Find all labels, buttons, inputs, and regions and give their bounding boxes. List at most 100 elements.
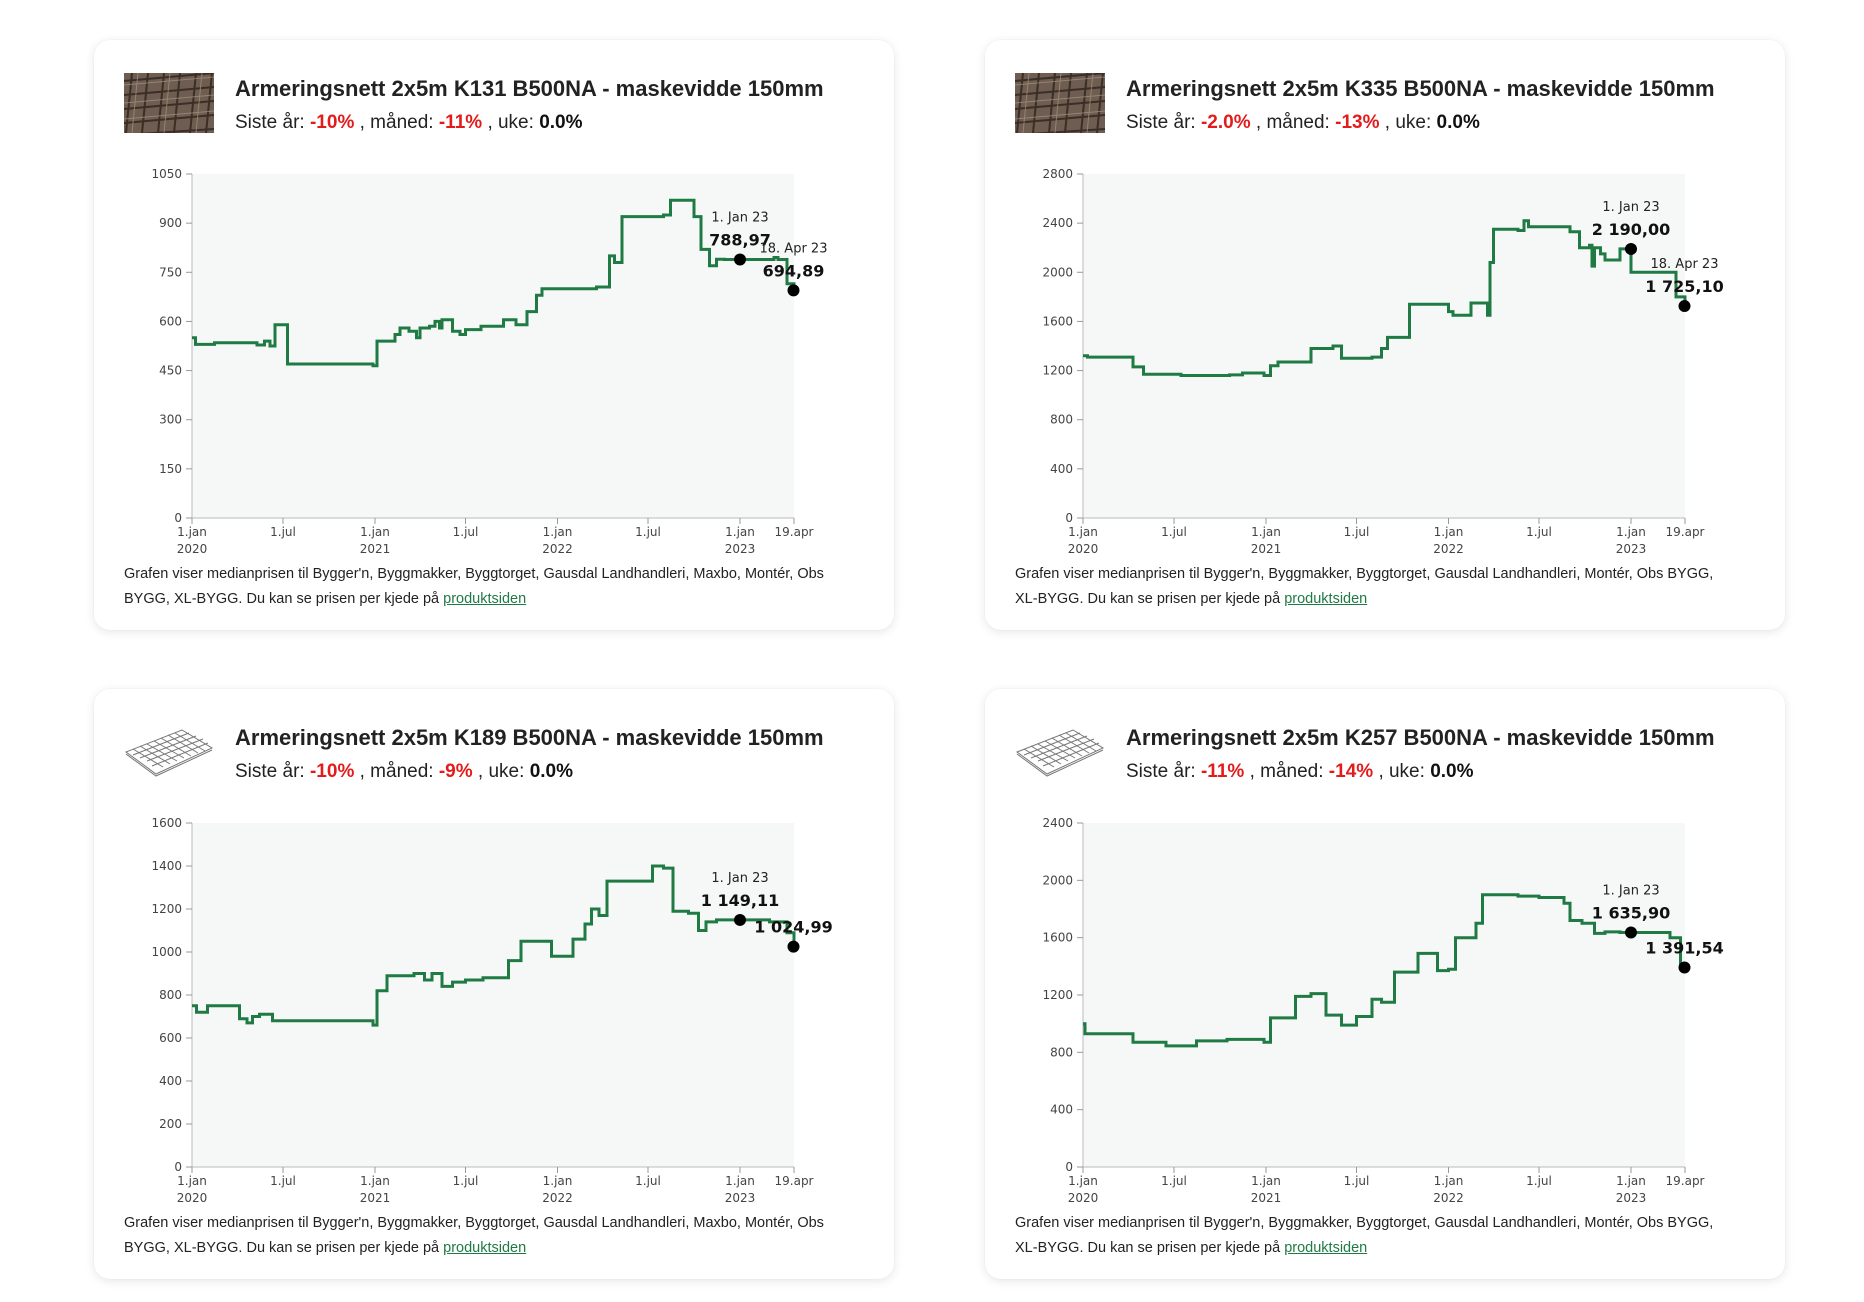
y-tick-label: 2400: [1042, 216, 1073, 230]
marker-date-label: 1. Jan 23: [1602, 884, 1659, 899]
x-tick-label: 19.apr: [775, 1174, 814, 1188]
y-tick-label: 900: [159, 216, 182, 230]
chart-note: Grafen viser medianprisen til Bygger'n, …: [124, 562, 844, 612]
x-tick-label: 2021: [1251, 1191, 1282, 1205]
x-tick-label: 1.jan: [1616, 525, 1646, 539]
chart-note: Grafen viser medianprisen til Bygger'n, …: [124, 1211, 844, 1261]
x-tick-label: 1.jul: [453, 1174, 479, 1188]
marker-date-label: 18. Apr 23: [1651, 257, 1719, 272]
y-tick-label: 2000: [1042, 873, 1073, 887]
marker-value-label: 788,97: [709, 231, 771, 250]
marker-date-label: 1. Jan 23: [711, 211, 768, 226]
x-tick-label: 1.jan: [543, 525, 573, 539]
x-tick-label: 1.jan: [1068, 525, 1098, 539]
product-title[interactable]: Armeringsnett 2x5m K131 B500NA - maskevi…: [235, 76, 824, 101]
x-tick-label: 1.jan: [543, 1174, 573, 1188]
product-page-link[interactable]: produktsiden: [443, 1240, 527, 1256]
price-change-stats: Siste år: -2.0% , måned: -13% , uke: 0.0…: [1126, 112, 1480, 134]
marker-value-label: 1 024,99: [754, 918, 832, 937]
marker-value-label: 1 391,54: [1645, 939, 1723, 958]
y-tick-label: 1000: [151, 945, 182, 959]
y-tick-label: 400: [1050, 462, 1073, 476]
product-title[interactable]: Armeringsnett 2x5m K189 B500NA - maskevi…: [235, 725, 824, 750]
price-series-line: [192, 864, 796, 1027]
x-tick-label: 2022: [1433, 1191, 1464, 1205]
year-change: -11%: [1200, 761, 1245, 782]
x-tick-label: 1.jul: [270, 1174, 296, 1188]
y-tick-label: 400: [159, 1074, 182, 1088]
week-label: , uke:: [487, 112, 534, 133]
y-tick-label: 0: [1065, 511, 1073, 525]
marker-date-label: 18. Apr 23: [760, 241, 828, 256]
y-tick-label: 2800: [1042, 167, 1073, 181]
x-tick-label: 2020: [177, 1191, 208, 1205]
year-label: Siste år:: [235, 112, 305, 133]
rebar-mesh-photo-icon[interactable]: [124, 73, 214, 133]
price-marker-dot: [787, 284, 800, 297]
year-label: Siste år:: [1126, 761, 1196, 782]
x-tick-label: 19.apr: [1666, 1174, 1705, 1188]
y-tick-label: 1050: [151, 167, 182, 181]
x-tick-label: 2020: [177, 542, 208, 556]
mesh-drawing-icon[interactable]: [1015, 722, 1105, 782]
product-title[interactable]: Armeringsnett 2x5m K335 B500NA - maskevi…: [1126, 76, 1715, 101]
plot-background: [1083, 823, 1685, 1167]
product-page-link[interactable]: produktsiden: [1284, 591, 1368, 607]
y-tick-label: 600: [159, 1031, 182, 1045]
rebar-mesh-photo-icon[interactable]: [1015, 73, 1105, 133]
x-tick-label: 2021: [360, 542, 391, 556]
x-tick-label: 1.jul: [1344, 525, 1370, 539]
month-label: , måned:: [1255, 112, 1330, 133]
x-tick-label: 2021: [360, 1191, 391, 1205]
x-tick-label: 2023: [1616, 542, 1647, 556]
y-tick-label: 800: [1050, 1045, 1073, 1059]
price-series-line: [1083, 219, 1687, 377]
price-marker-dot: [1625, 926, 1637, 939]
plot-background: [192, 823, 794, 1167]
price-marker-dot: [787, 940, 800, 953]
y-tick-label: 750: [159, 265, 182, 279]
x-tick-label: 2020: [1068, 1191, 1099, 1205]
note-text: Grafen viser medianprisen til Bygger'n, …: [1015, 566, 1714, 607]
mesh-drawing-icon[interactable]: [124, 722, 214, 782]
y-tick-label: 300: [159, 413, 182, 427]
price-chart[interactable]: 0 200 400 600 800 1000 1200 1400 1600 1.jan 2020 1.…: [124, 799, 834, 1239]
product-title[interactable]: Armeringsnett 2x5m K257 B500NA - maskevi…: [1126, 725, 1715, 750]
product-card: Armeringsnett 2x5m K131 B500NA - maskevi…: [94, 40, 894, 630]
y-tick-label: 1600: [1042, 931, 1073, 945]
x-tick-label: 1.jul: [1344, 1174, 1370, 1188]
y-tick-label: 0: [174, 1160, 182, 1174]
month-change: -9%: [438, 761, 473, 782]
price-chart[interactable]: 0 400 800 1200 1600 2000 2400 2800 1.jan 2020 1.ju…: [1015, 150, 1725, 590]
marker-value-label: 1 635,90: [1592, 904, 1670, 923]
y-tick-label: 1200: [1042, 364, 1073, 378]
year-change: -2.0%: [1200, 112, 1251, 133]
product-card: Armeringsnett 2x5m K335 B500NA - maskevi…: [985, 40, 1785, 630]
x-tick-label: 1.jan: [360, 525, 390, 539]
price-chart[interactable]: 0 150 300 450 600 750 900 1050 1.jan 2020 1.jul 1.j…: [124, 150, 834, 590]
price-chart[interactable]: 0 400 800 1200 1600 2000 2400 1.jan 2020 1.jul 1.j…: [1015, 799, 1725, 1239]
x-tick-label: 1.jul: [635, 525, 661, 539]
product-card: Armeringsnett 2x5m K257 B500NA - maskevi…: [985, 689, 1785, 1279]
y-tick-label: 200: [159, 1117, 182, 1131]
x-tick-label: 1.jul: [1526, 525, 1552, 539]
week-change: 0.0%: [529, 761, 573, 782]
x-tick-label: 19.apr: [1666, 525, 1705, 539]
x-tick-label: 2021: [1251, 542, 1282, 556]
price-change-stats: Siste år: -10% , måned: -11% , uke: 0.0%: [235, 112, 583, 134]
product-page-link[interactable]: produktsiden: [443, 591, 527, 607]
product-page-link[interactable]: produktsiden: [1284, 1240, 1368, 1256]
x-tick-label: 1.jan: [1434, 1174, 1464, 1188]
x-tick-label: 1.jan: [360, 1174, 390, 1188]
y-tick-label: 2400: [1042, 816, 1073, 830]
month-label: , måned:: [1249, 761, 1324, 782]
week-label: , uke:: [1378, 761, 1425, 782]
x-tick-label: 1.jan: [725, 1174, 755, 1188]
price-marker-dot: [1678, 961, 1691, 974]
x-tick-label: 2020: [1068, 542, 1099, 556]
marker-value-label: 1 725,10: [1645, 277, 1723, 296]
y-tick-label: 400: [1050, 1103, 1073, 1117]
month-label: , måned:: [359, 761, 434, 782]
x-tick-label: 1.jan: [1068, 1174, 1098, 1188]
marker-value-label: 1 149,11: [701, 891, 779, 910]
